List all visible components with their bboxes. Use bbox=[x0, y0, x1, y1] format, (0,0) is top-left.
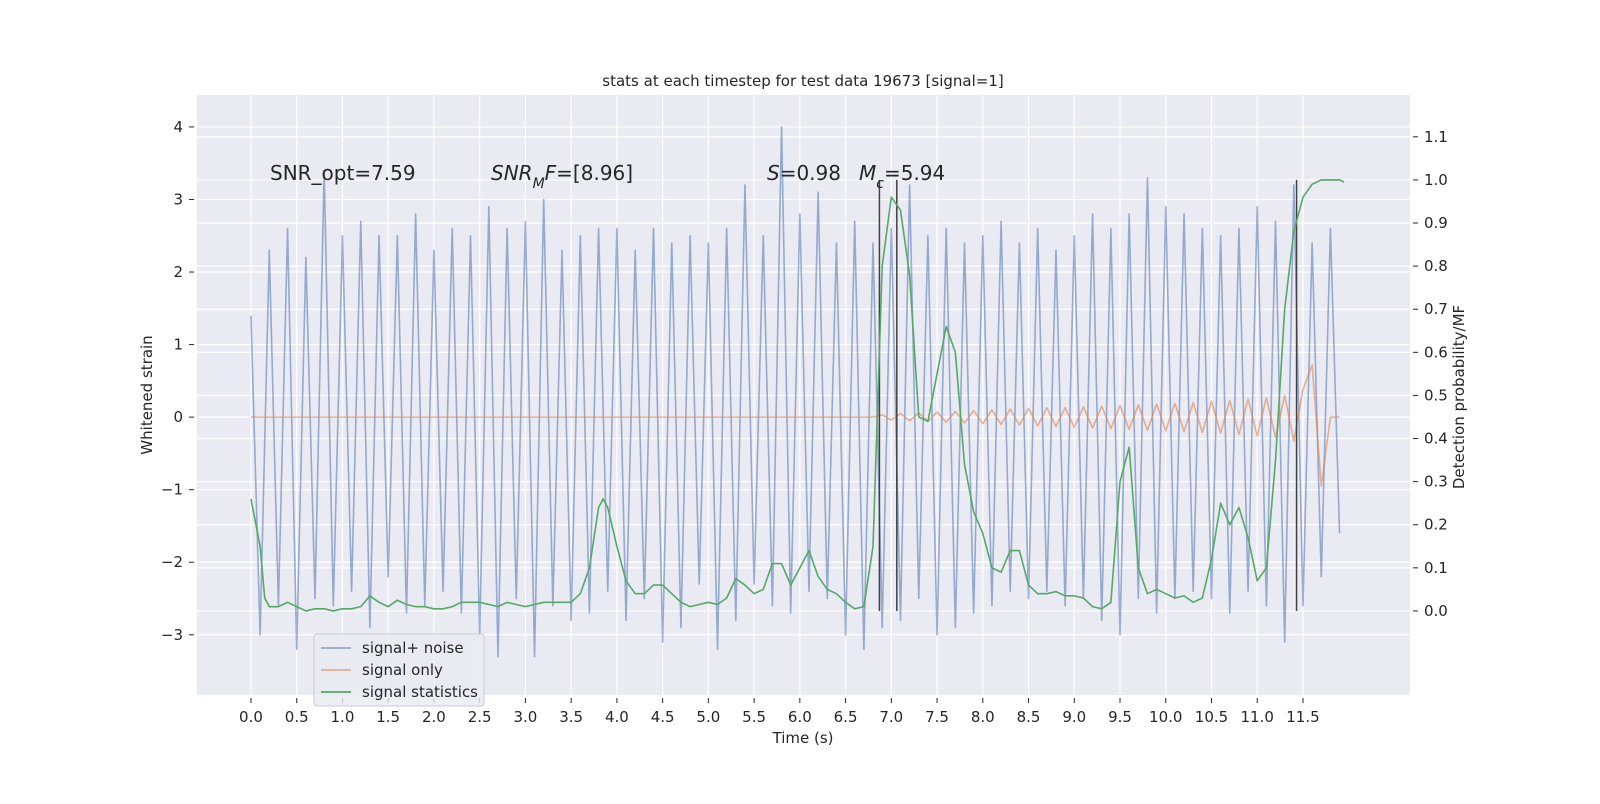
x-tick-label: 11.0 bbox=[1241, 708, 1274, 726]
x-tick-label: 11.5 bbox=[1286, 708, 1319, 726]
y-tick-label: 1 bbox=[173, 336, 183, 354]
x-tick-label: 0.0 bbox=[239, 708, 263, 726]
annotation-part: S bbox=[767, 161, 780, 185]
x-tick-label: 1.5 bbox=[376, 708, 400, 726]
series-line bbox=[250, 364, 1340, 487]
marks bbox=[250, 126, 1345, 658]
x-tick-label: 5.5 bbox=[742, 708, 766, 726]
y2-tick-label: 0.0 bbox=[1424, 602, 1448, 620]
annotation: SNR_opt=7.59 bbox=[270, 161, 416, 185]
y2-tick-label: 0.3 bbox=[1424, 473, 1448, 491]
annotation-part: =5.94 bbox=[884, 161, 945, 185]
y-tick-label: −1 bbox=[161, 481, 183, 499]
legend-label: signal only bbox=[362, 661, 443, 679]
annotation-part: =0.98 bbox=[780, 161, 841, 185]
legend: signal+ noise signal only signal statistic… bbox=[313, 633, 485, 707]
x-tick-label: 6.5 bbox=[834, 708, 858, 726]
y-tick-label: 3 bbox=[173, 190, 183, 208]
x-tick-label: 6.0 bbox=[788, 708, 812, 726]
chart-title: stats at each timestep for test data 196… bbox=[602, 72, 1003, 90]
x-tick-label: 7.0 bbox=[879, 708, 903, 726]
legend-label: signal statistics bbox=[362, 683, 478, 701]
y2-tick-label: 1.1 bbox=[1424, 128, 1448, 146]
x-tick-label: 8.5 bbox=[1017, 708, 1041, 726]
x-tick-label: 3.5 bbox=[559, 708, 583, 726]
annotation-part: M bbox=[859, 161, 876, 185]
x-tick-label: 7.5 bbox=[925, 708, 949, 726]
annotation: Mc=5.94 bbox=[859, 161, 945, 192]
x-tick-label: 4.5 bbox=[651, 708, 675, 726]
y2-tick-label: 0.8 bbox=[1424, 257, 1448, 275]
y2-tick-label: 0.6 bbox=[1424, 343, 1448, 361]
annotation: S=0.98 bbox=[767, 161, 841, 185]
x-tick-label: 8.0 bbox=[971, 708, 995, 726]
series-line bbox=[250, 179, 1345, 612]
y2-tick-label: 0.9 bbox=[1424, 214, 1448, 232]
x-tick-label: 3.0 bbox=[513, 708, 537, 726]
y-tick-label: −2 bbox=[161, 553, 183, 571]
annotation-part: M bbox=[533, 176, 545, 192]
y2-tick-label: 0.1 bbox=[1424, 559, 1448, 577]
y-tick-label: 4 bbox=[173, 118, 183, 136]
x-tick-label: 0.5 bbox=[285, 708, 309, 726]
x-tick-label: 9.0 bbox=[1062, 708, 1086, 726]
annotation-part: =[8.96] bbox=[556, 161, 633, 185]
legend-label: signal+ noise bbox=[362, 639, 464, 657]
annotation: SNRMF=[8.96] bbox=[491, 161, 633, 192]
series-line bbox=[250, 126, 1341, 658]
y2-tick-label: 0.2 bbox=[1424, 516, 1448, 534]
y2-tick-label: 1.0 bbox=[1424, 171, 1448, 189]
x-tick-label: 1.0 bbox=[331, 708, 355, 726]
legend-frame bbox=[313, 633, 485, 707]
y2-tick-label: 0.7 bbox=[1424, 300, 1448, 318]
annotation-part: F bbox=[545, 161, 557, 185]
annotation-part: SNR_opt=7.59 bbox=[270, 161, 416, 185]
y-tick-label: −3 bbox=[161, 626, 183, 644]
x-tick-label: 10.5 bbox=[1195, 708, 1228, 726]
x-tick-label: 5.0 bbox=[696, 708, 720, 726]
x-tick-label: 2.5 bbox=[468, 708, 492, 726]
y-tick-label: 2 bbox=[173, 263, 183, 281]
y-tick-label: 0 bbox=[173, 408, 183, 426]
x-tick-label: 2.0 bbox=[422, 708, 446, 726]
y-axis-label: Whitened strain bbox=[138, 335, 156, 454]
y2-tick-label: 0.5 bbox=[1424, 386, 1448, 404]
x-tick-label: 9.5 bbox=[1108, 708, 1132, 726]
annotation-part: SNR bbox=[491, 161, 533, 185]
axes: 0.0 0.5 1.0 1.5 2.0 2.5 3.0 3.5 4.0 4.5 5.0 5.5 6.0 6… bbox=[161, 118, 1448, 726]
annotation-part: c bbox=[876, 176, 884, 192]
y2-axis-label: Detection probability/MF bbox=[1450, 305, 1468, 489]
x-tick-label: 10.0 bbox=[1149, 708, 1182, 726]
x-tick-label: 4.0 bbox=[605, 708, 629, 726]
y2-tick-label: 0.4 bbox=[1424, 430, 1448, 448]
x-axis-label: Time (s) bbox=[772, 729, 834, 747]
